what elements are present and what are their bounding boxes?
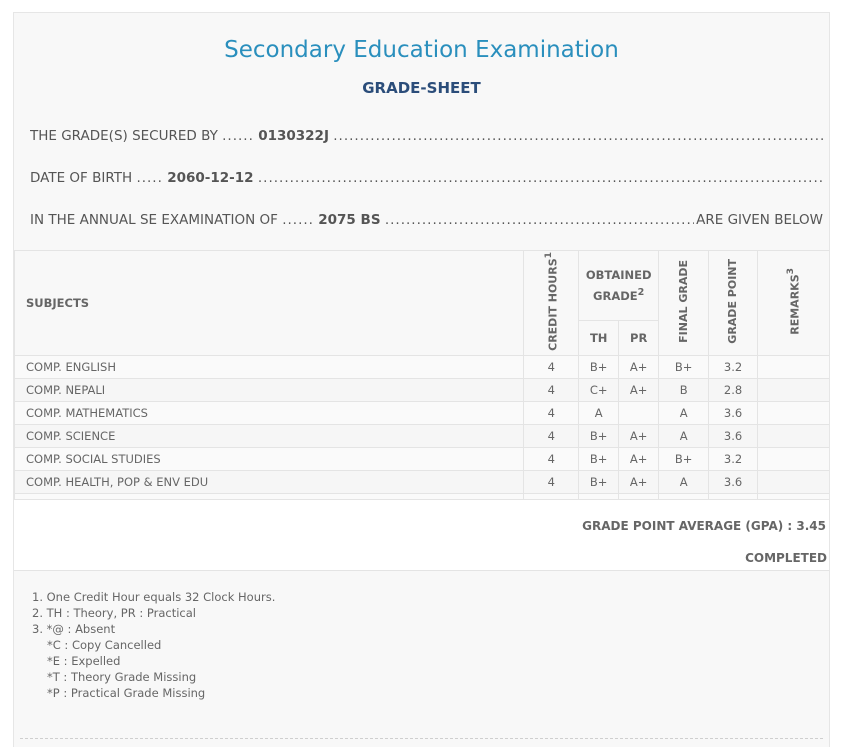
table-row: COMP. ENGLISH 4 B+ A+ B+ 3.2 [14,354,829,379]
footnote: 1. One Credit Hour equals 32 Clock Hours… [32,590,276,604]
th-grade-cell: B+ [578,446,620,471]
grades-table: SUBJECTS CREDIT HOURS1 OBTAINED GRADE2 F… [14,250,829,540]
header-remarks: REMARKS3 [757,250,829,356]
dot-leader: ..... [136,170,163,186]
pr-grade-cell: A+ [618,469,660,494]
subject-cell: COMP. SOCIAL STUDIES [14,446,525,471]
grade-point-cell: 2.8 [708,377,759,402]
remarks-cell [757,423,829,448]
grade-point-cell: 3.2 [708,354,759,379]
credit-cell: 4 [523,354,580,379]
table-row: COMP. SCIENCE 4 B+ A+ A 3.6 [14,423,829,448]
pr-grade-cell: A+ [618,354,660,379]
subject-cell: COMP. MATHEMATICS [14,400,525,425]
credit-cell: 4 [523,446,580,471]
final-grade-cell: A [658,469,710,494]
th-grade-cell: B+ [578,354,620,379]
th-grade-cell: B+ [578,469,620,494]
dot-leader: ...... [282,212,314,228]
dob-value: 2060-12-12 [167,170,254,186]
exam-label: IN THE ANNUAL SE EXAMINATION OF [30,212,278,228]
divider [20,738,823,739]
table-row: COMP. HEALTH, POP & ENV EDU 4 B+ A+ A 3.6 [14,469,829,494]
exam-line: IN THE ANNUAL SE EXAMINATION OF ...... 2… [30,211,823,229]
th-grade-cell: B+ [578,423,620,448]
grade-sheet: Secondary Education Examination GRADE-SH… [13,12,830,747]
remarks-cell [757,354,829,379]
header-credit-hours: CREDIT HOURS1 [523,250,580,356]
secured-by-label: THE GRADE(S) SECURED BY [30,128,218,144]
header-obtained-grade: OBTAINED GRADE2 [578,250,660,321]
footnote: 2. TH : Theory, PR : Practical [32,606,196,620]
remarks-cell [757,446,829,471]
th-grade-cell: A [578,400,620,425]
header-final-grade: FINAL GRADE [658,250,710,356]
exam-tail: ARE GIVEN BELOW [694,211,823,229]
final-grade-cell: A [658,400,710,425]
header-subjects: SUBJECTS [14,250,525,356]
symbol-number: 0130322J [258,128,329,144]
credit-cell: 4 [523,423,580,448]
grade-point-cell: 3.6 [708,469,759,494]
final-grade-cell: B+ [658,446,710,471]
header-th: TH [578,319,620,356]
grade-point-cell: 3.6 [708,400,759,425]
dot-leader: ........................................… [257,170,823,186]
footnotes: 1. One Credit Hour equals 32 Clock Hours… [32,589,275,701]
th-grade-cell: C+ [578,377,620,402]
subject-cell: COMP. HEALTH, POP & ENV EDU [14,469,525,494]
subject-cell: COMP. ENGLISH [14,354,525,379]
header-pr: PR [618,319,660,356]
subject-cell: COMP. SCIENCE [14,423,525,448]
remarks-cell [757,400,829,425]
credit-cell: 4 [523,377,580,402]
dob-line: DATE OF BIRTH ..... 2060-12-12 .........… [30,169,823,187]
table-row: COMP. NEPALI 4 C+ A+ B 2.8 [14,377,829,402]
footnote: 3. *@ : Absent [32,622,116,636]
pr-grade-cell [618,400,660,425]
footnote: *E : Expelled [47,654,121,668]
grade-point-cell: 3.6 [708,423,759,448]
exam-year: 2075 BS [318,212,381,228]
remarks-cell [757,469,829,494]
footnote: *P : Practical Grade Missing [47,686,206,700]
page-title: Secondary Education Examination [224,37,619,63]
subject-cell: COMP. NEPALI [14,377,525,402]
footnote: *T : Theory Grade Missing [47,670,197,684]
status-text: COMPLETED [745,551,827,565]
page-subtitle: GRADE-SHEET [362,79,481,97]
secured-by-line: THE GRADE(S) SECURED BY ...... 0130322J … [30,127,823,145]
footnote: *C : Copy Cancelled [47,638,162,652]
pr-grade-cell: A+ [618,423,660,448]
final-grade-cell: B+ [658,354,710,379]
dob-label: DATE OF BIRTH [30,170,133,186]
table-row: COMP. SOCIAL STUDIES 4 B+ A+ B+ 3.2 [14,446,829,471]
final-grade-cell: B [658,377,710,402]
remarks-cell [757,377,829,402]
credit-cell: 4 [523,400,580,425]
gpa-text: GRADE POINT AVERAGE (GPA) : 3.45 [582,519,826,533]
dot-leader: ...... [222,128,254,144]
header-grade-point: GRADE POINT [708,250,759,356]
pr-grade-cell: A+ [618,377,660,402]
dot-leader: ........................................… [333,128,823,144]
grade-point-cell: 3.2 [708,446,759,471]
credit-cell: 4 [523,469,580,494]
summary-area: GRADE POINT AVERAGE (GPA) : 3.45 COMPLET… [14,499,829,571]
table-row: COMP. MATHEMATICS 4 A A 3.6 [14,400,829,425]
pr-grade-cell: A+ [618,446,660,471]
final-grade-cell: A [658,423,710,448]
